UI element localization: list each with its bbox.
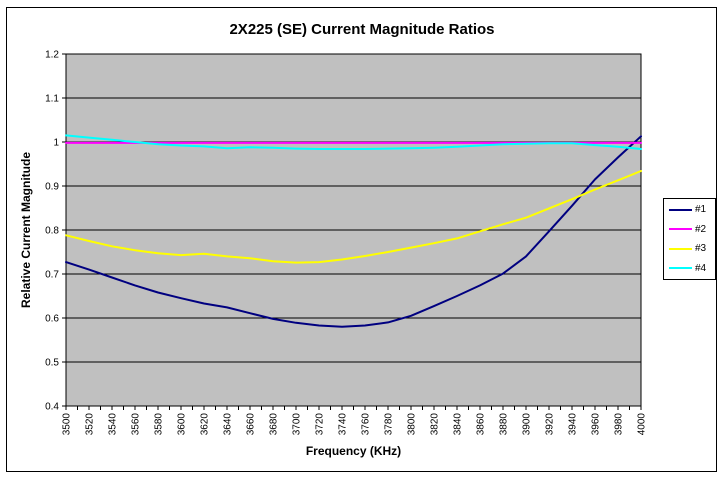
series-line-3 xyxy=(65,170,642,264)
x-axis-title: Frequency (KHz) xyxy=(305,444,402,458)
legend-label: #2 xyxy=(695,223,707,235)
y-tick-label: 1 xyxy=(53,138,59,149)
y-axis-title: Relative Current Magnitude xyxy=(19,151,33,309)
x-tick-label: 3600 xyxy=(177,413,188,436)
legend-item: #3 xyxy=(664,239,715,259)
x-tick-label: 3540 xyxy=(108,413,119,436)
x-tick-label: 4000 xyxy=(637,413,648,436)
series-line-4 xyxy=(65,134,642,150)
x-tick-label: 3740 xyxy=(338,413,349,436)
legend-item: #1 xyxy=(664,200,715,220)
x-tick-label: 3880 xyxy=(499,413,510,436)
x-tick-label: 3640 xyxy=(223,413,234,436)
legend-swatch xyxy=(669,208,692,211)
x-tick-label: 3520 xyxy=(85,413,96,436)
legend-item: #2 xyxy=(664,220,715,240)
x-tick-label: 3960 xyxy=(591,413,602,436)
x-tick-label: 3800 xyxy=(407,413,418,436)
x-tick-label: 3980 xyxy=(614,413,625,436)
x-tick-label: 3940 xyxy=(568,413,579,436)
y-tick-label: 0.6 xyxy=(45,314,59,325)
x-tick-label: 3500 xyxy=(62,413,73,436)
x-tick-label: 3660 xyxy=(246,413,257,436)
legend-label: #1 xyxy=(695,204,707,216)
x-tick-label: 3700 xyxy=(292,413,303,436)
legend: #1 #2 #3 #4 xyxy=(663,198,716,280)
x-tick-label: 3840 xyxy=(453,413,464,436)
legend-swatch xyxy=(669,228,692,231)
y-tick-label: 0.7 xyxy=(45,270,59,281)
x-tick-label: 3680 xyxy=(269,413,280,436)
x-tick-label: 3900 xyxy=(522,413,533,436)
x-tick-label: 3920 xyxy=(545,413,556,436)
x-tick-label: 3620 xyxy=(200,413,211,436)
series-line-1 xyxy=(65,135,642,328)
x-tick-label: 3780 xyxy=(384,413,395,436)
x-tick-label: 3580 xyxy=(154,413,165,436)
y-tick-label: 0.4 xyxy=(45,402,59,413)
chart-title: 2X225 (SE) Current Magnitude Ratios xyxy=(229,21,495,38)
x-tick-label: 3820 xyxy=(430,413,441,436)
y-tick-label: 1.2 xyxy=(45,50,59,61)
y-tick-label: 0.5 xyxy=(45,358,59,369)
y-tick-label: 1.1 xyxy=(45,94,59,105)
x-tick-label: 3560 xyxy=(131,413,142,436)
legend-label: #3 xyxy=(695,243,707,255)
y-tick-label: 0.8 xyxy=(45,226,59,237)
x-tick-label: 3860 xyxy=(476,413,487,436)
legend-swatch xyxy=(669,267,692,270)
y-tick-label: 0.9 xyxy=(45,182,59,193)
x-tick-label: 3760 xyxy=(361,413,372,436)
legend-label: #4 xyxy=(695,262,707,274)
legend-swatch xyxy=(669,247,692,250)
x-tick-label: 3720 xyxy=(315,413,326,436)
legend-item: #4 xyxy=(664,259,715,279)
